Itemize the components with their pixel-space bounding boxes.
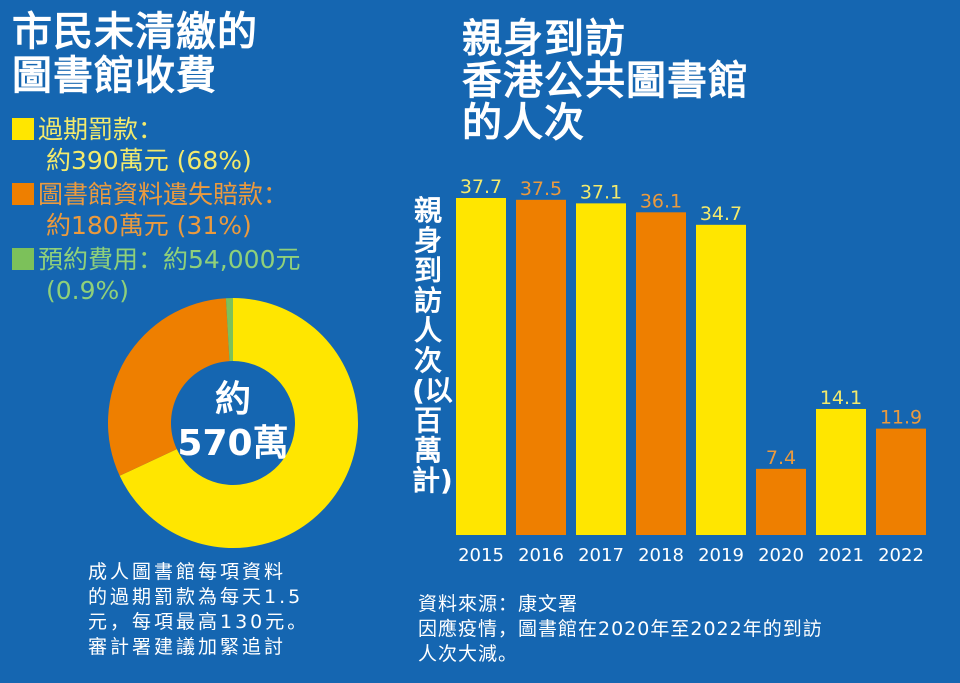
note-line: 因應疫情，圖書館在2020年至2022年的到訪 xyxy=(418,618,823,640)
bar-value-label: 37.5 xyxy=(520,178,562,200)
bar-value-label: 36.1 xyxy=(640,190,682,212)
note-line: 的過期罰款為每天1.5 xyxy=(88,586,304,608)
legend-item: 過期罰款： 約390萬元 (68%) xyxy=(12,114,300,176)
legend-value: 約390萬元 (68%) xyxy=(46,146,252,175)
pie-legend: 過期罰款： 約390萬元 (68%) 圖書館資料遺失賠款： 約180萬元 (31%) 預… xyxy=(12,114,300,309)
bar-value-label: 11.9 xyxy=(880,407,922,429)
right-title-line3: 的人次 xyxy=(462,100,585,146)
donut-center-line2: 570萬 xyxy=(177,423,289,464)
left-title: 市民未清繳的 圖書館收費 xyxy=(12,10,258,98)
bar-value-label: 37.7 xyxy=(460,176,502,198)
donut-center-line1: 約 xyxy=(214,379,251,420)
donut-slice xyxy=(119,298,359,548)
right-title-line1: 親身到訪 xyxy=(462,16,626,62)
legend-value: 約180萬元 (31%) xyxy=(46,211,252,240)
bar xyxy=(816,408,866,535)
bar xyxy=(456,198,506,535)
bar-value-label: 34.7 xyxy=(700,203,742,225)
legend-label: 預約費用：約54,000元 xyxy=(38,245,301,274)
donut-center-label: 約 570萬 xyxy=(158,378,308,466)
note-line: 審計署建議加緊追討 xyxy=(88,636,287,658)
left-title-line2: 圖書館收費 xyxy=(12,53,217,99)
legend-swatch xyxy=(12,118,34,140)
x-tick-label: 2019 xyxy=(698,545,744,566)
legend-value: (0.9%) xyxy=(46,276,130,305)
bar xyxy=(756,468,806,535)
bar xyxy=(576,203,626,535)
x-tick-label: 2017 xyxy=(578,545,624,566)
donut-slice xyxy=(225,298,233,362)
bar-chart: 37.7 2015 37.5 2016 37.1 2017 36.1 2018 34.7 2019… xyxy=(456,176,926,566)
legend-swatch xyxy=(12,183,34,205)
x-tick-label: 2020 xyxy=(758,545,804,566)
bar xyxy=(876,428,926,535)
bar xyxy=(516,199,566,536)
legend-swatch xyxy=(12,248,34,270)
bar-value-label: 37.1 xyxy=(580,181,622,203)
bar-value-label: 14.1 xyxy=(820,387,862,409)
bar xyxy=(696,224,746,535)
legend-item: 預約費用：約54,000元 (0.9%) xyxy=(12,244,300,306)
right-title-line2: 香港公共圖書館 xyxy=(462,58,749,104)
donut-slice xyxy=(107,298,230,476)
x-tick-label: 2015 xyxy=(458,545,504,566)
legend-item: 圖書館資料遺失賠款： 約180萬元 (31%) xyxy=(12,179,300,241)
right-note: 資料來源：康文署 因應疫情，圖書館在2020年至2022年的到訪 人次大減。 xyxy=(418,592,823,667)
note-line: 元，每項最高130元。 xyxy=(88,611,310,633)
x-tick-label: 2022 xyxy=(878,545,924,566)
source-text: 資料來源：康文署 xyxy=(418,593,579,615)
note-line: 成人圖書館每項資料 xyxy=(88,561,287,583)
x-tick-label: 2016 xyxy=(518,545,564,566)
legend-label: 過期罰款： xyxy=(38,115,164,144)
legend-label: 圖書館資料遺失賠款： xyxy=(38,180,289,209)
x-tick-label: 2018 xyxy=(638,545,684,566)
left-title-line1: 市民未清繳的 xyxy=(12,9,258,55)
x-tick-label: 2021 xyxy=(818,545,864,566)
note-line: 人次大減。 xyxy=(418,643,519,665)
bar xyxy=(636,212,686,536)
bar-value-label: 7.4 xyxy=(766,447,796,469)
right-title: 親身到訪 香港公共圖書館 的人次 xyxy=(462,18,749,144)
donut-chart xyxy=(107,298,359,548)
left-note: 成人圖書館每項資料 的過期罰款為每天1.5 元，每項最高130元。 審計署建議加… xyxy=(88,560,309,660)
